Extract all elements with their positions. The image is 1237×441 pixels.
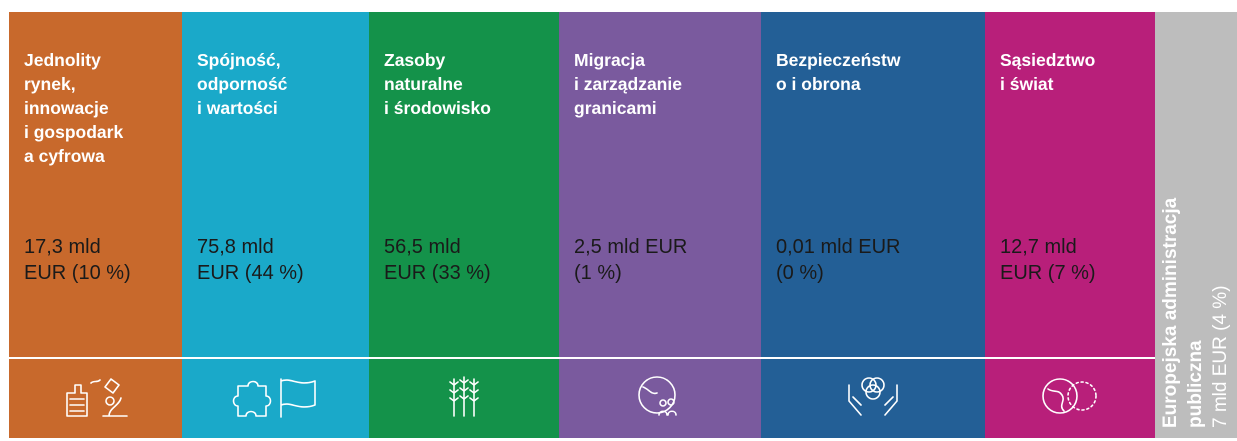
amount-line: 56,5 mld bbox=[384, 236, 461, 258]
icon-panel bbox=[9, 359, 182, 438]
category-amount: 56,5 mld EUR (33 %) bbox=[384, 234, 491, 286]
category-title: Zasoby naturalne i środowisko bbox=[384, 48, 491, 120]
side-text: Europejska administracja publiczna 7 mld E… bbox=[1155, 12, 1237, 438]
amount-line: EUR (33 %) bbox=[384, 262, 491, 284]
icon-panel bbox=[559, 359, 761, 438]
amount-line: (0 %) bbox=[776, 262, 824, 284]
category-title: Bezpieczeństw o i obrona bbox=[776, 48, 900, 96]
title-line: Sąsiedztwo bbox=[1000, 50, 1096, 70]
title-line: Zasoby bbox=[384, 50, 446, 70]
title-line: odporność bbox=[197, 74, 288, 94]
category-column: Jednolity rynek, innowacje i gospodark a cyf… bbox=[9, 12, 182, 438]
category-amount: 17,3 mld EUR (10 %) bbox=[24, 234, 131, 286]
icon-panel bbox=[985, 359, 1155, 438]
category-column: Spójność, odporność i wartości 75,8 mld EUR … bbox=[182, 12, 369, 438]
title-line: i gospodark bbox=[24, 122, 124, 142]
amount-line: 2,5 mld EUR bbox=[574, 236, 688, 258]
category-panel: Sąsiedztwo i świat 12,7 mld EUR (7 %) bbox=[985, 12, 1155, 357]
category-column: Migracja i zarządzanie granicami 2,5 mld EU… bbox=[559, 12, 761, 438]
category-panel: Jednolity rynek, innowacje i gospodark a cyf… bbox=[9, 12, 182, 357]
icon bbox=[444, 371, 484, 426]
icon bbox=[635, 371, 685, 426]
icon bbox=[1040, 371, 1100, 426]
side-column: Europejska administracja publiczna 7 mld E… bbox=[1155, 12, 1237, 438]
icon-panel bbox=[761, 359, 985, 438]
side-amount: 7 mld EUR (4 %) bbox=[1210, 285, 1231, 428]
amount-line: 17,3 mld bbox=[24, 236, 101, 258]
title-line: innowacje bbox=[24, 98, 109, 118]
category-panel: Spójność, odporność i wartości 75,8 mld EUR … bbox=[182, 12, 369, 357]
amount-line: 0,01 mld EUR bbox=[776, 236, 901, 258]
title-line: o i obrona bbox=[776, 74, 861, 94]
title-line: Jednolity bbox=[24, 50, 101, 70]
category-column: Zasoby naturalne i środowisko 56,5 mld EUR (… bbox=[369, 12, 559, 438]
category-amount: 12,7 mld EUR (7 %) bbox=[1000, 234, 1096, 286]
title-line: granicami bbox=[574, 98, 657, 118]
category-title: Spójność, odporność i wartości bbox=[197, 48, 287, 120]
category-title: Migracja i zarządzanie granicami bbox=[574, 48, 682, 120]
title-line: rynek, bbox=[24, 74, 76, 94]
category-amount: 75,8 mld EUR (44 %) bbox=[197, 234, 304, 286]
icon-panel bbox=[182, 359, 369, 438]
amount-line: 75,8 mld bbox=[197, 236, 274, 258]
category-title: Sąsiedztwo i świat bbox=[1000, 48, 1095, 96]
side-title-line: Europejska administracja bbox=[1160, 197, 1181, 428]
category-column: Bezpieczeństw o i obrona 0,01 mld EUR (0 %) bbox=[761, 12, 985, 438]
title-line: i wartości bbox=[197, 98, 278, 118]
category-panel: Migracja i zarządzanie granicami 2,5 mld EU… bbox=[559, 12, 761, 357]
category-title: Jednolity rynek, innowacje i gospodark a cyf… bbox=[24, 48, 123, 168]
category-panel: Bezpieczeństw o i obrona 0,01 mld EUR (0 %) bbox=[761, 12, 985, 357]
amount-line: 12,7 mld bbox=[1000, 236, 1077, 258]
title-line: Bezpieczeństw bbox=[776, 50, 901, 70]
title-line: Migracja bbox=[574, 50, 645, 70]
icon-panel bbox=[369, 359, 559, 438]
side-title-line: publiczna bbox=[1185, 340, 1206, 428]
amount-line: EUR (44 %) bbox=[197, 262, 304, 284]
title-line: a cyfrowa bbox=[24, 146, 105, 166]
category-amount: 0,01 mld EUR (0 %) bbox=[776, 234, 901, 286]
title-line: i zarządzanie bbox=[574, 74, 682, 94]
category-amount: 2,5 mld EUR (1 %) bbox=[574, 234, 687, 286]
title-line: i świat bbox=[1000, 74, 1054, 94]
amount-line: EUR (7 %) bbox=[1000, 262, 1096, 284]
amount-line: EUR (10 %) bbox=[24, 262, 131, 284]
icon bbox=[61, 371, 131, 426]
category-column: Sąsiedztwo i świat 12,7 mld EUR (7 %) bbox=[985, 12, 1155, 438]
icon bbox=[226, 371, 326, 426]
amount-line: (1 %) bbox=[574, 262, 622, 284]
title-line: Spójność, bbox=[197, 50, 281, 70]
title-line: naturalne bbox=[384, 74, 463, 94]
category-panel: Zasoby naturalne i środowisko 56,5 mld EUR (… bbox=[369, 12, 559, 357]
icon bbox=[843, 371, 903, 426]
title-line: i środowisko bbox=[384, 98, 491, 118]
